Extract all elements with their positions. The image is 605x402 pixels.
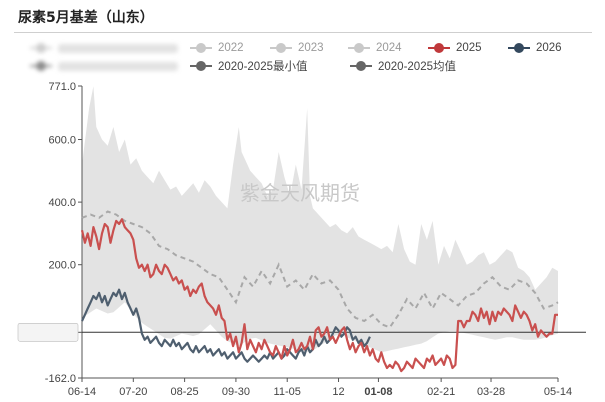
legend-marker xyxy=(350,61,372,71)
x-tick-label: 08-25 xyxy=(171,386,199,398)
legend[interactable]: 2022 2023 2024 2025 2026 2020-2025最小值 2020-20… xyxy=(0,36,605,74)
reference-label-box xyxy=(17,323,79,342)
series-2025-line xyxy=(80,218,558,373)
legend-label xyxy=(58,43,178,53)
y-tick-label: 600.0 xyxy=(48,135,76,147)
legend-marker xyxy=(428,43,450,53)
x-tick-label: 01-08 xyxy=(364,386,392,398)
y-tick-label: 400.0 xyxy=(48,197,76,209)
legend-label: 2020-2025最小值 xyxy=(218,61,308,73)
x-tick-label: 07-20 xyxy=(119,386,147,398)
legend-label: 2024 xyxy=(376,42,402,54)
legend-marker xyxy=(30,43,52,53)
legend-item-5[interactable]: 2025 xyxy=(428,40,482,56)
y-tick-label: -162.0 xyxy=(45,373,76,385)
x-tick-label: 05-14 xyxy=(544,386,572,398)
watermark-text: 紫金天风期货 xyxy=(240,181,360,205)
legend-label: 2022 xyxy=(218,42,244,54)
legend-item-3[interactable]: 2023 xyxy=(270,40,324,56)
legend-item-1[interactable] xyxy=(30,40,178,56)
legend-item-6[interactable]: 2026 xyxy=(508,40,562,56)
legend-item-4[interactable]: 2024 xyxy=(348,40,402,56)
legend-label: 2025 xyxy=(456,42,482,54)
x-tick-label: 11-05 xyxy=(274,386,301,398)
x-tick-label: 03-28 xyxy=(477,386,505,398)
x-tick-label: 12 xyxy=(332,386,344,398)
legend-marker xyxy=(348,43,370,53)
x-tick-label: 06-14 xyxy=(68,386,96,398)
legend-label xyxy=(58,61,178,71)
y-tick-label: 771.0 xyxy=(48,81,76,93)
legend-marker xyxy=(270,43,292,53)
legend-item-2[interactable]: 2022 xyxy=(190,40,244,56)
legend-marker xyxy=(190,43,212,53)
chart-title: 尿素5月基差（山东） xyxy=(18,10,154,26)
series-2026-line xyxy=(81,288,371,363)
legend-marker xyxy=(190,61,212,71)
series-mean-line xyxy=(81,210,559,329)
y-tick-label: 200.0 xyxy=(48,260,76,272)
x-tick-label: 09-30 xyxy=(222,386,250,398)
legend-item-7[interactable] xyxy=(30,58,178,74)
x-tick-label: 02-21 xyxy=(427,386,455,398)
watermark-layer: 紫金天风期货 xyxy=(240,181,360,205)
legend-item-9[interactable]: 2020-2025均值 xyxy=(350,58,456,74)
legend-marker xyxy=(30,61,52,71)
legend-item-8[interactable]: 2020-2025最小值 xyxy=(190,58,308,74)
legend-label: 2026 xyxy=(536,42,562,54)
title-divider xyxy=(14,32,592,33)
legend-label: 2023 xyxy=(298,42,324,54)
legend-marker xyxy=(508,43,530,53)
series-lines-layer xyxy=(80,210,559,373)
legend-label: 2020-2025均值 xyxy=(378,61,456,73)
